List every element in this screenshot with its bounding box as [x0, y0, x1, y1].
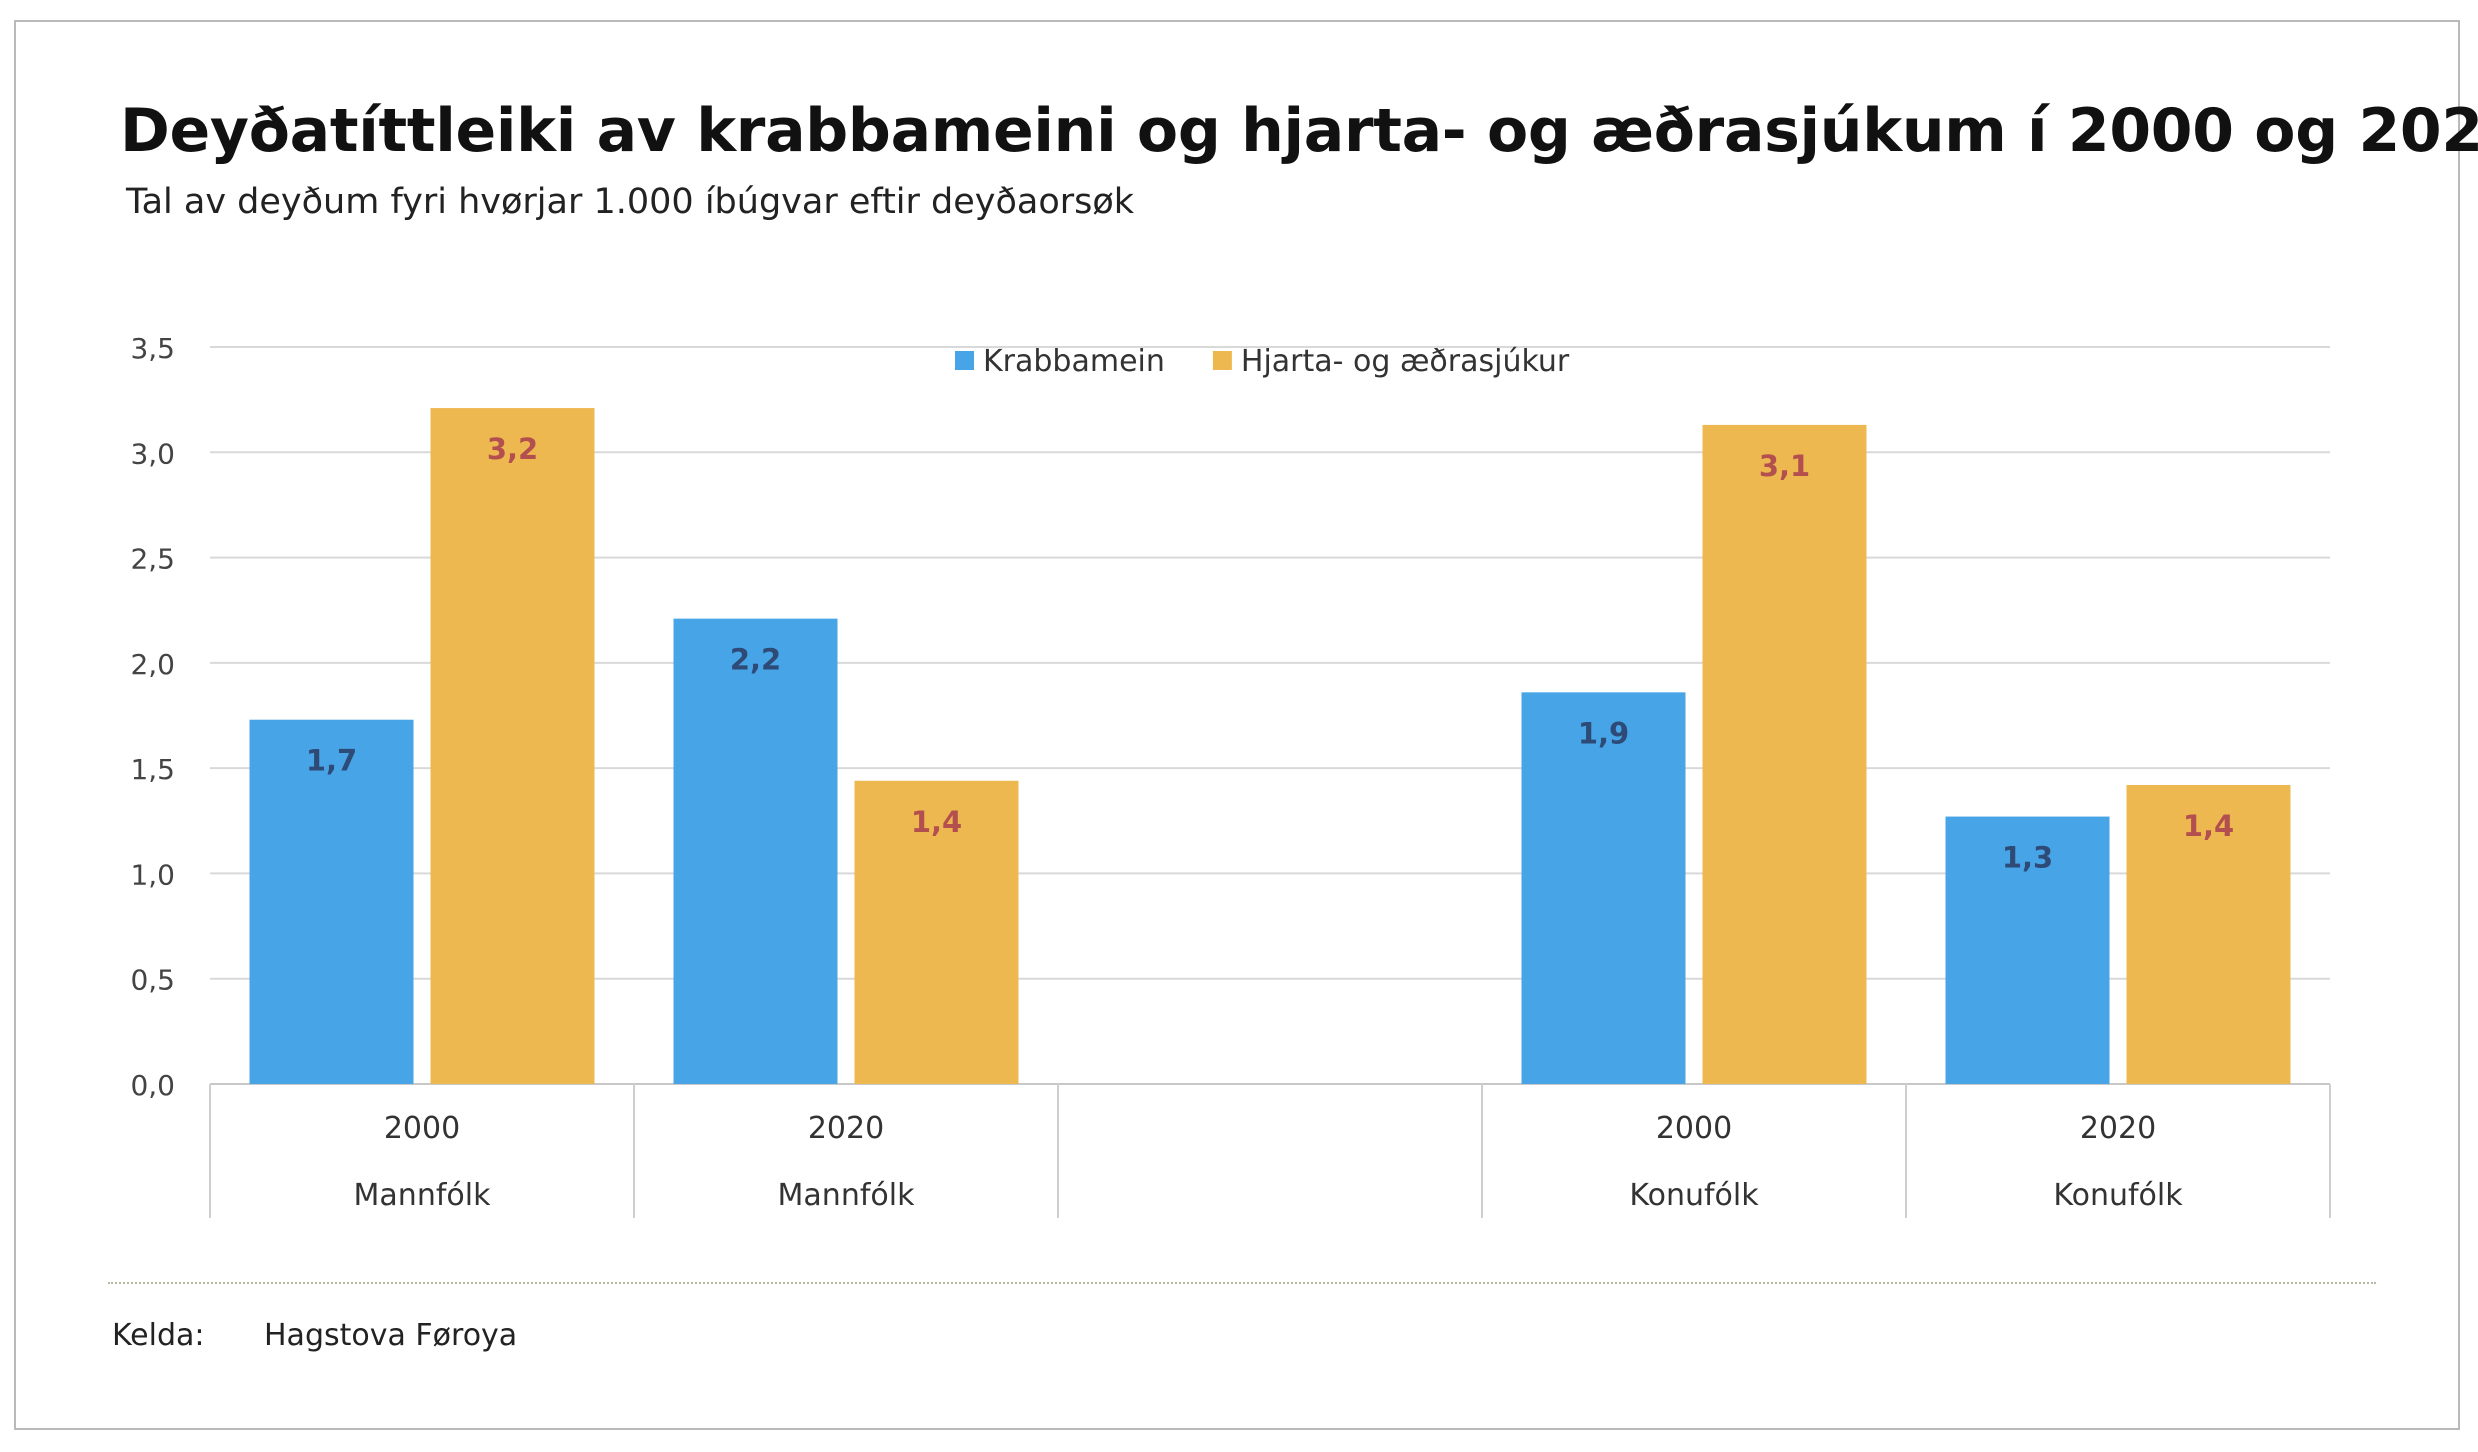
- y-tick-label: 3,5: [130, 332, 175, 365]
- y-tick-label: 0,5: [130, 964, 175, 997]
- bars: [249, 408, 2291, 1085]
- legend-label: Krabbamein: [983, 344, 1165, 379]
- bar: [1945, 816, 2110, 1084]
- source-value: Hagstova Føroya: [264, 1318, 518, 1353]
- x-tick-label-population: Konufólk: [1629, 1178, 1759, 1213]
- legend: Krabbamein Hjarta- og æðrasjúkur: [955, 344, 1570, 379]
- data-label: 1,4: [2183, 809, 2234, 843]
- bar: [1702, 424, 1867, 1084]
- y-tick-label: 2,0: [130, 648, 175, 681]
- data-label: 2,2: [730, 643, 781, 677]
- data-label: 3,1: [1759, 449, 1810, 483]
- source-label: Kelda:: [112, 1318, 205, 1353]
- axes: 0,0 0,5 1,0 1,5 2,0 2,5 3,0 3,5 2000 Mannfólk 2020…: [130, 332, 2331, 1218]
- legend-label: Hjarta- og æðrasjúkur: [1241, 344, 1570, 379]
- x-tick-label-year: 2000: [1656, 1111, 1732, 1146]
- bar: [673, 618, 838, 1084]
- data-label: 3,2: [487, 432, 538, 466]
- x-tick-label-year: 2000: [384, 1111, 460, 1146]
- x-tick-label-population: Konufólk: [2053, 1178, 2183, 1213]
- source-divider: [108, 1282, 2376, 1284]
- chart-title: Deyðatíttleiki av krabbameini og hjarta-…: [120, 96, 2478, 166]
- x-tick-label-population: Mannfólk: [778, 1178, 916, 1213]
- x-tick-label-population: Mannfólk: [354, 1178, 492, 1213]
- data-labels: 1,7 2,2 1,9 1,3 3,2 1,4 3,1 1,4: [306, 432, 2234, 875]
- x-tick-label-year: 2020: [2080, 1111, 2156, 1146]
- chart-frame: [14, 20, 2460, 1430]
- data-label: 1,3: [2002, 841, 2053, 875]
- data-label: 1,7: [306, 744, 357, 778]
- y-tick-label: 3,0: [130, 437, 175, 470]
- chart-subtitle: Tal av deyðum fyri hvørjar 1.000 íbúgvar…: [126, 182, 1135, 222]
- y-tick-label: 1,0: [130, 858, 175, 891]
- y-tick-label: 2,5: [130, 543, 175, 576]
- data-label: 1,4: [911, 805, 962, 839]
- y-tick-label: 1,5: [130, 753, 175, 786]
- legend-swatch: [955, 351, 974, 370]
- y-tick-label: 0,0: [130, 1069, 175, 1102]
- bar: [249, 719, 414, 1084]
- x-tick-label-year: 2020: [808, 1111, 884, 1146]
- legend-swatch: [1212, 351, 1232, 370]
- data-label: 1,9: [1578, 716, 1629, 750]
- bar: [1521, 692, 1686, 1084]
- bar: [430, 408, 595, 1085]
- bar: [854, 780, 1019, 1084]
- bar: [2126, 784, 2291, 1084]
